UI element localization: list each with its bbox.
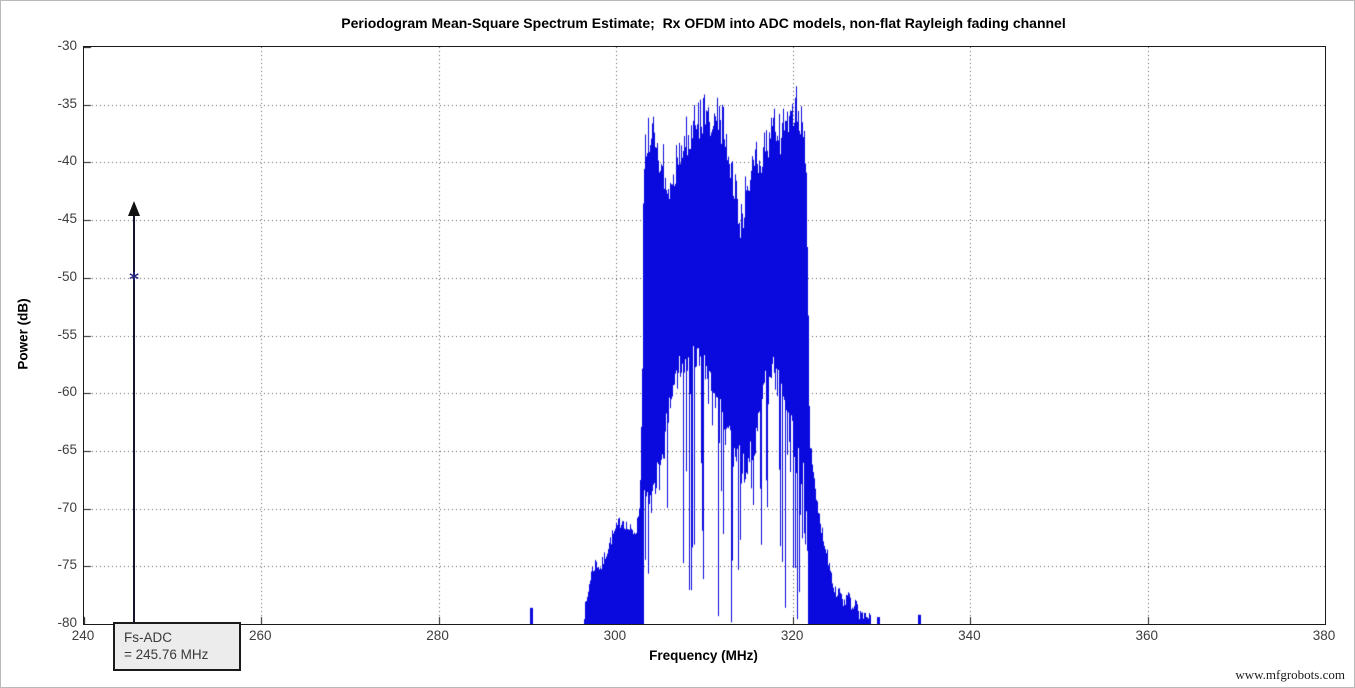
x-axis-title: Frequency (MHz)	[649, 648, 758, 663]
asterisk-marker-icon: *	[129, 268, 140, 291]
y-tick-label--80: -80	[57, 615, 77, 630]
y-tick-label--50: -50	[57, 268, 77, 284]
chart-title: Periodogram Mean-Square Spectrum Estimat…	[341, 15, 1066, 31]
annotation-arrow-line	[133, 208, 135, 624]
x-tick-label-380: 380	[1312, 628, 1336, 643]
y-tick-label--45: -45	[57, 211, 77, 227]
x-tick-label-360: 360	[1135, 628, 1158, 643]
y-tick-label--30: -30	[57, 38, 77, 53]
y-tick-label--75: -75	[57, 557, 77, 573]
annotation-arrow-head-icon	[128, 200, 141, 216]
x-tick-label-280: 280	[426, 628, 449, 643]
y-tick-label--40: -40	[57, 153, 77, 169]
y-tick-label--60: -60	[57, 384, 77, 400]
y-tick-label--65: -65	[57, 441, 77, 457]
x-tick-label-300: 300	[603, 628, 627, 643]
watermark-text: www.mfgrobots.com	[1235, 667, 1345, 682]
y-axis-title: Power (dB)	[15, 298, 31, 370]
annotation-line1: Fs-ADC	[124, 630, 172, 645]
x-tick-label-240: 240	[71, 628, 95, 643]
plot-area	[83, 46, 1326, 625]
y-tick-label--55: -55	[57, 326, 77, 342]
fs-adc-annotation-box: Fs-ADC = 245.76 MHz	[113, 622, 241, 671]
x-tick-label-320: 320	[780, 628, 804, 643]
x-tick-label-260: 260	[249, 628, 272, 643]
annotation-line2: = 245.76 MHz	[124, 647, 209, 662]
periodogram-canvas	[84, 47, 1325, 624]
y-tick-label--70: -70	[57, 499, 77, 515]
y-tick-label--35: -35	[57, 95, 77, 111]
x-tick-label-340: 340	[958, 628, 981, 643]
